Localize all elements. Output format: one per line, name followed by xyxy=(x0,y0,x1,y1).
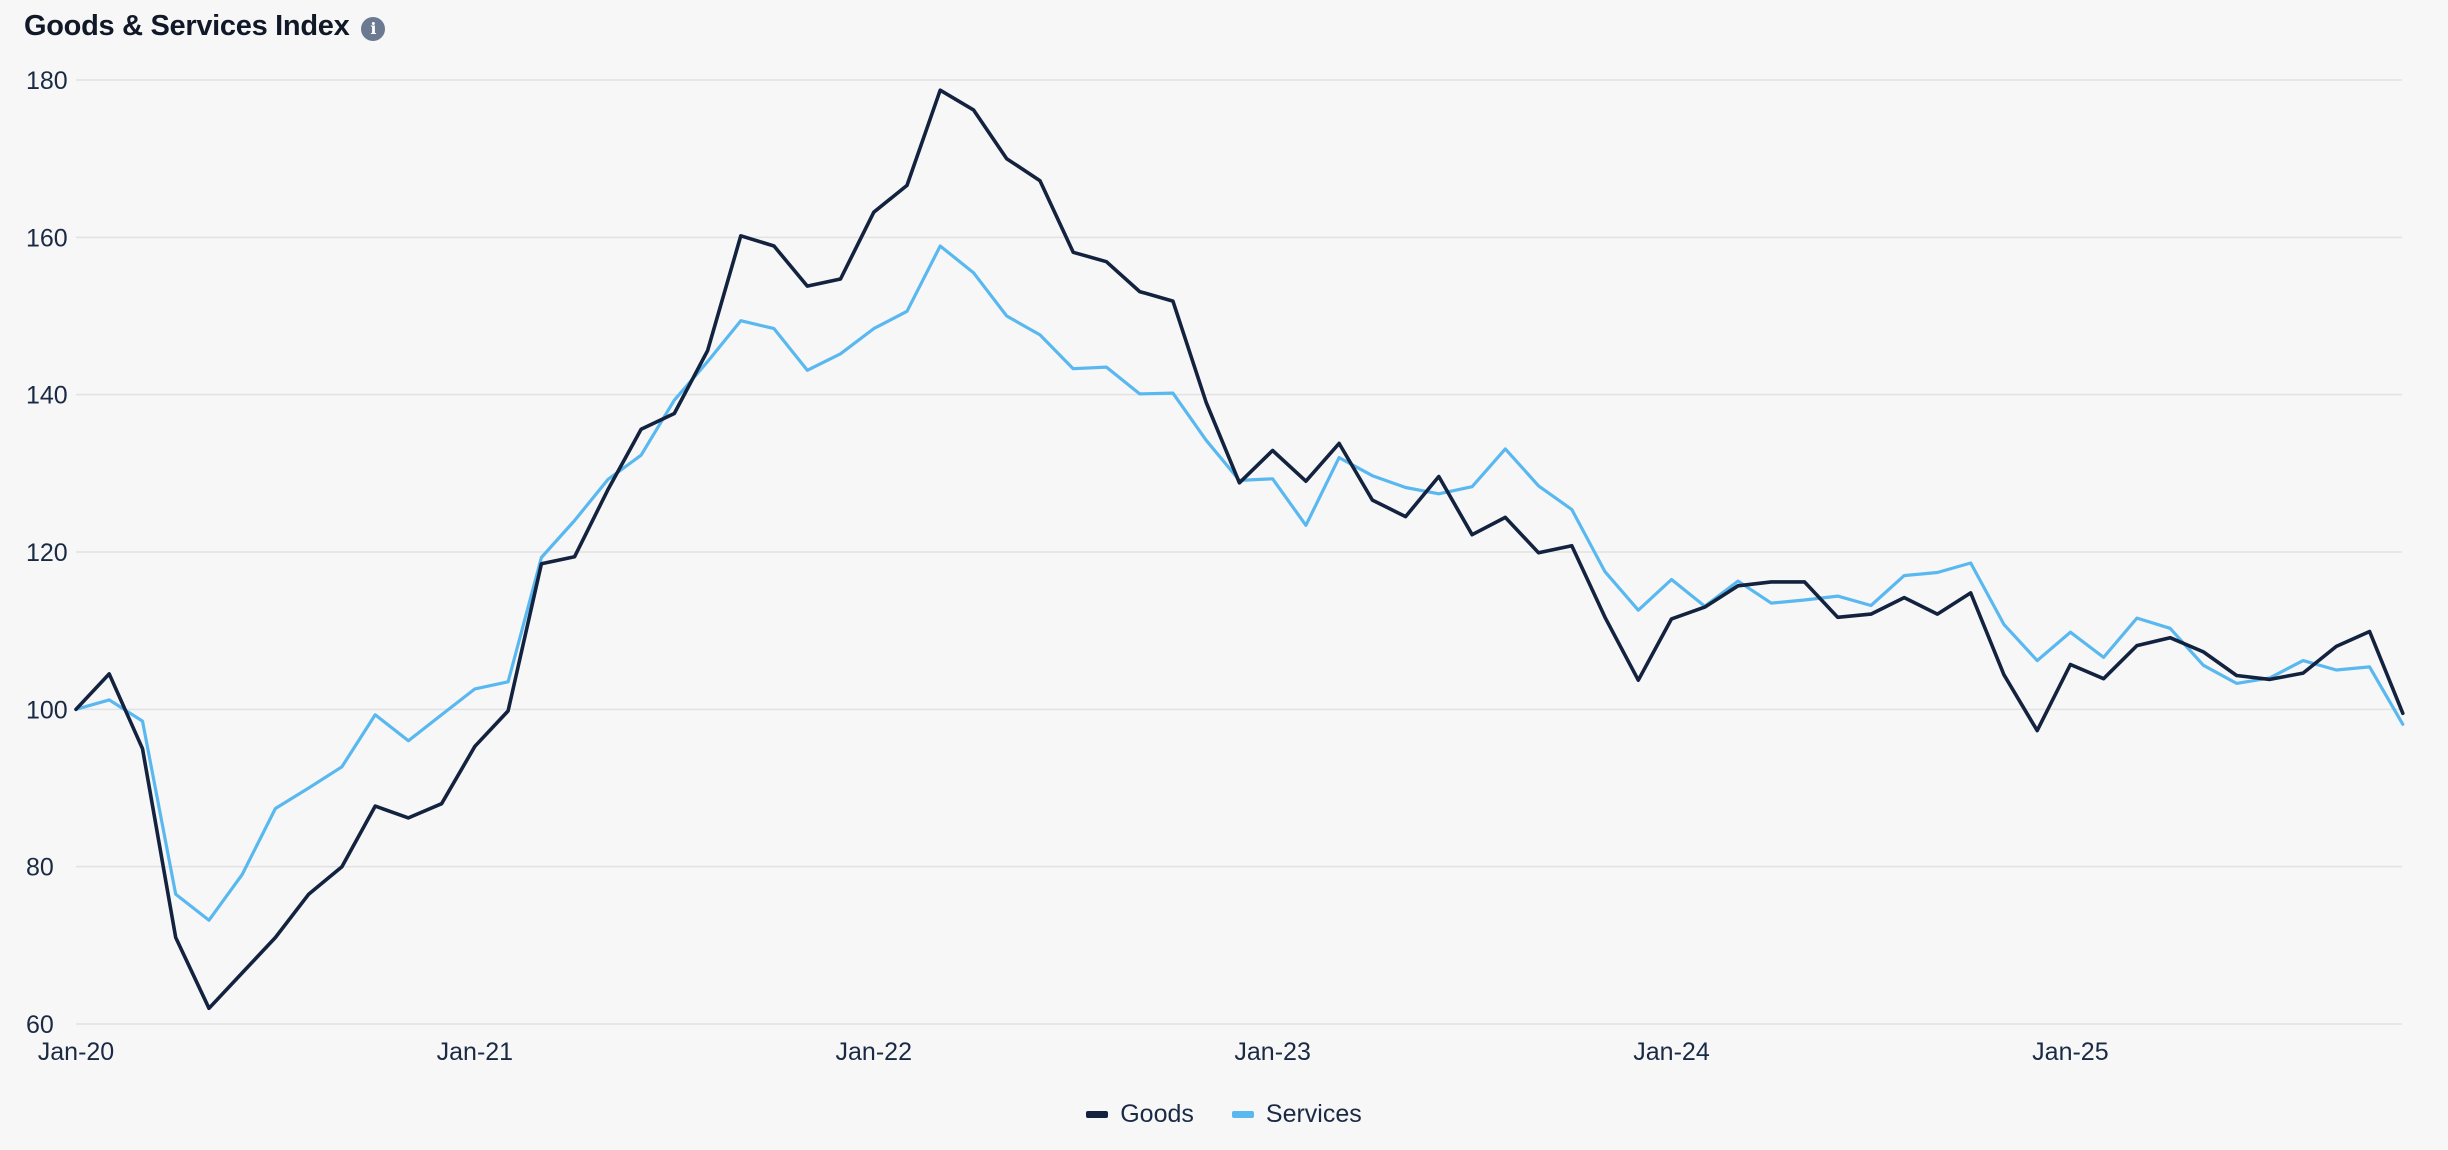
y-tick-label-180: 180 xyxy=(26,67,68,95)
grid-lines xyxy=(76,79,2402,1025)
legend-item-goods[interactable]: Goods xyxy=(1086,1100,1194,1129)
x-tick-label-jan-23: Jan-23 xyxy=(1234,1038,1310,1066)
series-line-services[interactable] xyxy=(74,244,2405,922)
legend-item-services[interactable]: Services xyxy=(1231,1100,1362,1129)
chart-legend: Goods Services xyxy=(0,1100,2448,1129)
series-line-goods[interactable] xyxy=(74,88,2405,1011)
y-tick-label-160: 160 xyxy=(26,224,68,252)
x-tick-label-jan-20: Jan-20 xyxy=(38,1038,114,1066)
chart-header: Goods & Services Index i xyxy=(24,10,386,43)
y-tick-label-140: 140 xyxy=(26,382,68,410)
x-tick-label-jan-22: Jan-22 xyxy=(836,1038,912,1066)
y-tick-label-80: 80 xyxy=(26,854,54,882)
y-axis-tick-labels: 60 80 100 120 140 160 180 xyxy=(26,67,68,1039)
info-icon[interactable]: i xyxy=(361,16,386,41)
chart-title: Goods & Services Index xyxy=(24,10,350,42)
y-tick-label-60: 60 xyxy=(26,1011,54,1039)
x-tick-label-jan-21: Jan-21 xyxy=(437,1038,513,1066)
x-tick-label-jan-24: Jan-24 xyxy=(1633,1038,1710,1066)
y-tick-label-100: 100 xyxy=(26,696,68,724)
legend-label-services: Services xyxy=(1265,1100,1362,1128)
series-lines xyxy=(74,88,2405,1011)
x-axis-tick-labels: Jan-20 Jan-21 Jan-22 Jan-23 Jan-24 Jan-25 xyxy=(38,1038,2109,1066)
y-tick-label-120: 120 xyxy=(26,539,68,567)
legend-swatch-services xyxy=(1231,1111,1254,1118)
x-tick-label-jan-25: Jan-25 xyxy=(2032,1038,2108,1066)
legend-swatch-goods xyxy=(1086,1111,1109,1118)
legend-label-goods: Goods xyxy=(1120,1100,1194,1128)
